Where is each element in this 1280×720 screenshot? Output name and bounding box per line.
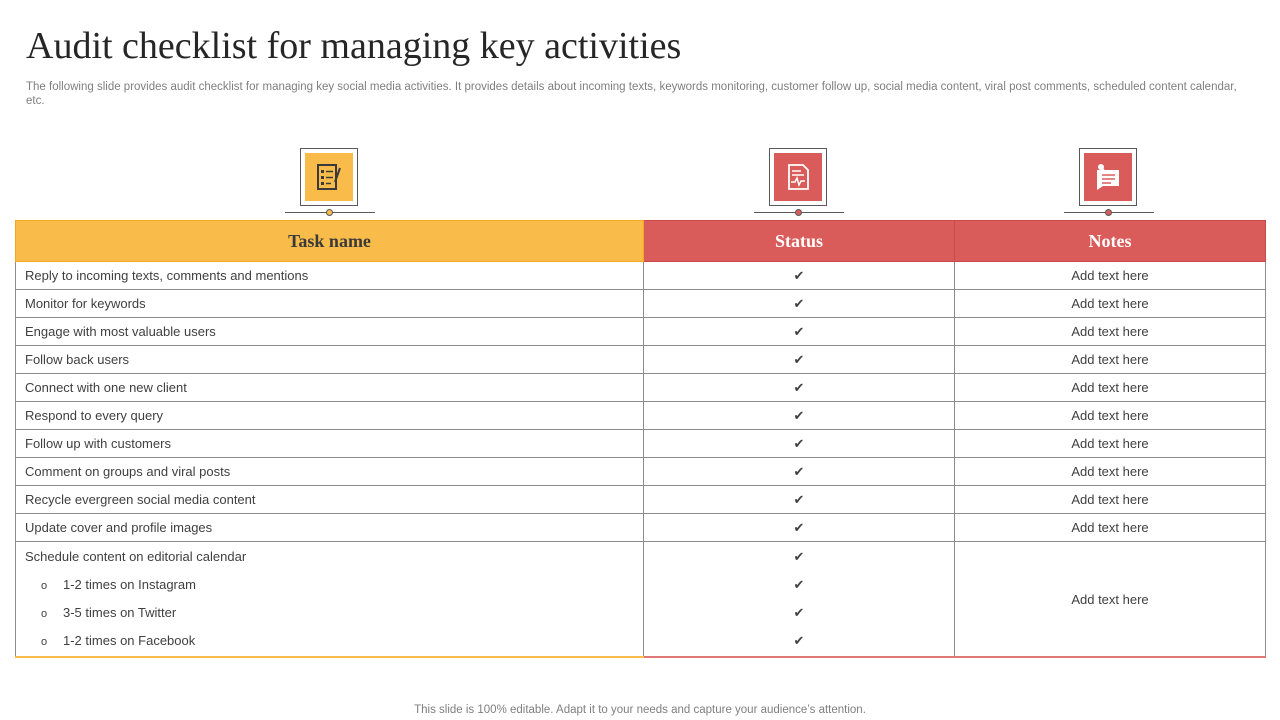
table-row: Follow up with customers ✔ Add text here xyxy=(15,429,1266,458)
checkmark-icon: ✔ xyxy=(793,267,805,283)
schedule-status-cell: ✔ ✔ ✔ ✔ xyxy=(643,541,955,658)
header-notes: Notes xyxy=(954,220,1266,262)
checkmark-icon: ✔ xyxy=(793,435,805,451)
table-row: Reply to incoming texts, comments and me… xyxy=(15,261,1266,290)
checkmark-icon: ✔ xyxy=(793,407,805,423)
task-cell: Follow up with customers xyxy=(15,429,644,458)
notes-cell[interactable]: Add text here xyxy=(954,485,1266,514)
checklist-clipboard-icon xyxy=(305,153,353,201)
checkmark-icon: ✔ xyxy=(793,519,805,535)
task-cell: Engage with most valuable users xyxy=(15,317,644,346)
status-cell: ✔ xyxy=(643,345,955,374)
notes-cell[interactable]: Add text here xyxy=(954,429,1266,458)
notes-pin-icon xyxy=(1084,153,1132,201)
table-row: Follow back users ✔ Add text here xyxy=(15,345,1266,374)
table-row: Respond to every query ✔ Add text here xyxy=(15,401,1266,430)
status-cell: ✔ xyxy=(643,261,955,290)
status-cell: ✔ xyxy=(643,429,955,458)
checkmark-icon: ✔ xyxy=(793,549,805,564)
status-cell: ✔ xyxy=(643,513,955,542)
table-row: Comment on groups and viral posts ✔ Add te… xyxy=(15,457,1266,486)
notes-cell[interactable]: Add text here xyxy=(954,317,1266,346)
schedule-notes-cell[interactable]: Add text here xyxy=(954,541,1266,658)
task-cell: Follow back users xyxy=(15,345,644,374)
slide-footer: This slide is 100% editable. Adapt it to… xyxy=(414,704,866,716)
schedule-subitem: o 3-5 times on Twitter xyxy=(25,599,634,627)
table-body: Reply to incoming texts, comments and me… xyxy=(15,261,1266,658)
notes-cell[interactable]: Add text here xyxy=(954,401,1266,430)
notes-column-icon-group xyxy=(1064,148,1154,218)
checkmark-icon: ✔ xyxy=(793,633,805,648)
notes-cell[interactable]: Add text here xyxy=(954,289,1266,318)
notes-cell[interactable]: Add text here xyxy=(954,345,1266,374)
table-row: Update cover and profile images ✔ Add text… xyxy=(15,513,1266,542)
table-row: Engage with most valuable users ✔ Add text… xyxy=(15,317,1266,346)
task-cell: Connect with one new client xyxy=(15,373,644,402)
task-cell: Monitor for keywords xyxy=(15,289,644,318)
table-row: Connect with one new client ✔ Add text her… xyxy=(15,373,1266,402)
bullet-circle-icon: o xyxy=(41,608,48,620)
checkmark-icon: ✔ xyxy=(793,577,805,592)
status-column-icon-group xyxy=(754,148,844,218)
table-row: Monitor for keywords ✔ Add text here xyxy=(15,289,1266,318)
header-task-name: Task name xyxy=(15,220,644,262)
status-report-icon xyxy=(774,153,822,201)
checkmark-icon: ✔ xyxy=(793,491,805,507)
status-cell: ✔ xyxy=(643,485,955,514)
status-cell: ✔ xyxy=(643,401,955,430)
notes-cell[interactable]: Add text here xyxy=(954,457,1266,486)
checkmark-icon: ✔ xyxy=(793,351,805,367)
audit-checklist-table: Task name Status Notes Reply to incoming… xyxy=(15,220,1266,658)
checkmark-icon: ✔ xyxy=(793,323,805,339)
checkmark-icon: ✔ xyxy=(793,295,805,311)
notes-cell[interactable]: Add text here xyxy=(954,261,1266,290)
notes-cell[interactable]: Add text here xyxy=(954,513,1266,542)
slide-subtitle: The following slide provides audit check… xyxy=(26,81,1237,107)
status-cell: ✔ xyxy=(643,457,955,486)
status-cell: ✔ xyxy=(643,373,955,402)
task-column-icon-group xyxy=(285,148,375,218)
task-cell: Update cover and profile images xyxy=(15,513,644,542)
header-status: Status xyxy=(643,220,955,262)
table-row-schedule: Schedule content on editorial calendar o… xyxy=(15,541,1266,658)
bullet-circle-icon: o xyxy=(41,580,48,592)
task-cell: Comment on groups and viral posts xyxy=(15,457,644,486)
schedule-subitem: o 1-2 times on Facebook xyxy=(25,627,634,655)
schedule-task-cell: Schedule content on editorial calendar o… xyxy=(15,541,644,658)
notes-cell[interactable]: Add text here xyxy=(954,373,1266,402)
task-cell: Recycle evergreen social media content xyxy=(15,485,644,514)
checkmark-icon: ✔ xyxy=(793,463,805,479)
task-cell: Respond to every query xyxy=(15,401,644,430)
schedule-task-label: Schedule content on editorial calendar xyxy=(25,549,247,564)
table-header-row: Task name Status Notes xyxy=(15,220,1266,262)
status-cell: ✔ xyxy=(643,289,955,318)
bullet-circle-icon: o xyxy=(41,636,48,648)
slide-title: Audit checklist for managing key activit… xyxy=(26,25,682,67)
status-cell: ✔ xyxy=(643,317,955,346)
schedule-subitem: o 1-2 times on Instagram xyxy=(25,571,634,599)
checkmark-icon: ✔ xyxy=(793,379,805,395)
checkmark-icon: ✔ xyxy=(793,605,805,620)
table-row: Recycle evergreen social media content ✔ A… xyxy=(15,485,1266,514)
task-cell: Reply to incoming texts, comments and me… xyxy=(15,261,644,290)
